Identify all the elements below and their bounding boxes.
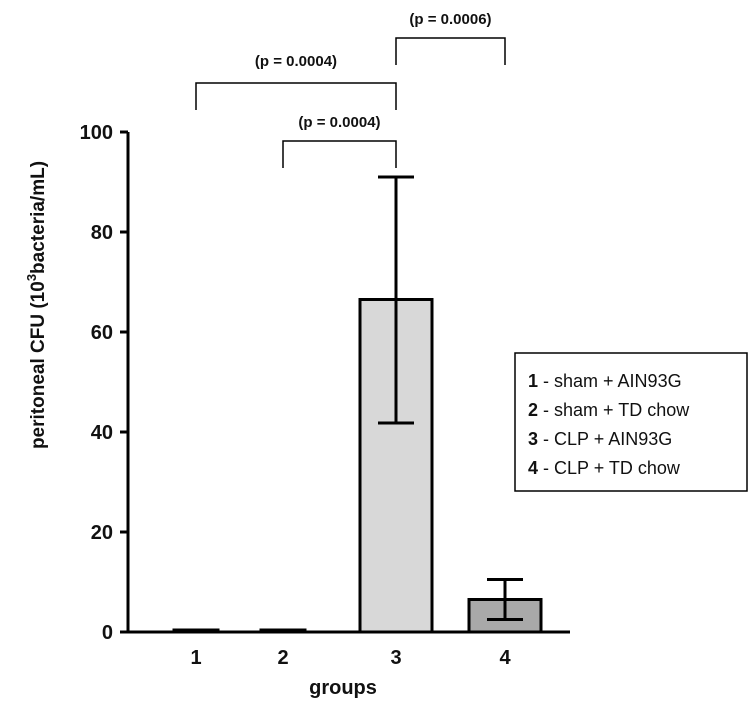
legend-entry: 4 - CLP + TD chow	[528, 458, 681, 478]
legend-entry: 3 - CLP + AIN93G	[528, 429, 672, 449]
legend-entry-text: sham + TD chow	[554, 400, 690, 420]
bars	[172, 298, 543, 634]
x-tick-label: 1	[190, 647, 201, 669]
y-axis-label: peritoneal CFU (103bacteria/mL)	[24, 161, 49, 449]
legend-entry-text: sham + AIN93G	[554, 371, 682, 391]
bar-1	[172, 628, 220, 634]
legend-entry: 2 - sham + TD chow	[528, 400, 690, 420]
significance-bracket	[395, 37, 506, 65]
legend: 1 - sham + AIN93G 2 - sham + TD chow 3 - C…	[514, 352, 748, 492]
legend-entry-number: 2	[528, 400, 543, 420]
significance-bracket	[282, 140, 397, 168]
y-tick-label: 100	[80, 122, 113, 144]
p-value-label: (p = 0.0006)	[409, 11, 491, 28]
legend-entry: 1 - sham + AIN93G	[528, 371, 682, 391]
x-tick-label: 3	[390, 647, 401, 669]
y-tick-label: 60	[91, 322, 113, 344]
p-value-label: (p = 0.0004)	[255, 53, 337, 70]
legend-box	[514, 352, 748, 492]
x-tick-label: 4	[499, 647, 511, 669]
x-tick-label: 2	[277, 647, 288, 669]
x-ticks: 1 2 3 4	[190, 647, 511, 669]
y-tick-label: 80	[91, 222, 113, 244]
significance-bracket	[195, 82, 397, 110]
y-tick-label: 20	[91, 522, 113, 544]
y-tick-label: 0	[102, 622, 113, 644]
legend-entry-text: CLP + TD chow	[554, 458, 681, 478]
error-bars	[378, 175, 523, 621]
x-axis-label: groups	[309, 677, 377, 699]
bar-2	[259, 628, 307, 634]
legend-entry-number: 4	[528, 458, 543, 478]
legend-entry-separator: -	[543, 371, 554, 391]
legend-entry-number: 3	[528, 429, 543, 449]
p-value-label: (p = 0.0004)	[298, 114, 380, 131]
legend-entry-text: CLP + AIN93G	[554, 429, 672, 449]
y-ticks: 0 20 40 60 80 100	[80, 122, 128, 644]
significance-brackets: (p = 0.0004) (p = 0.0004) (p = 0.0006)	[195, 11, 506, 168]
legend-entry-separator: -	[543, 429, 554, 449]
legend-entry-number: 1	[528, 371, 543, 391]
legend-entry-separator: -	[543, 400, 554, 420]
legend-entry-separator: -	[543, 458, 554, 478]
y-tick-label: 40	[91, 422, 113, 444]
